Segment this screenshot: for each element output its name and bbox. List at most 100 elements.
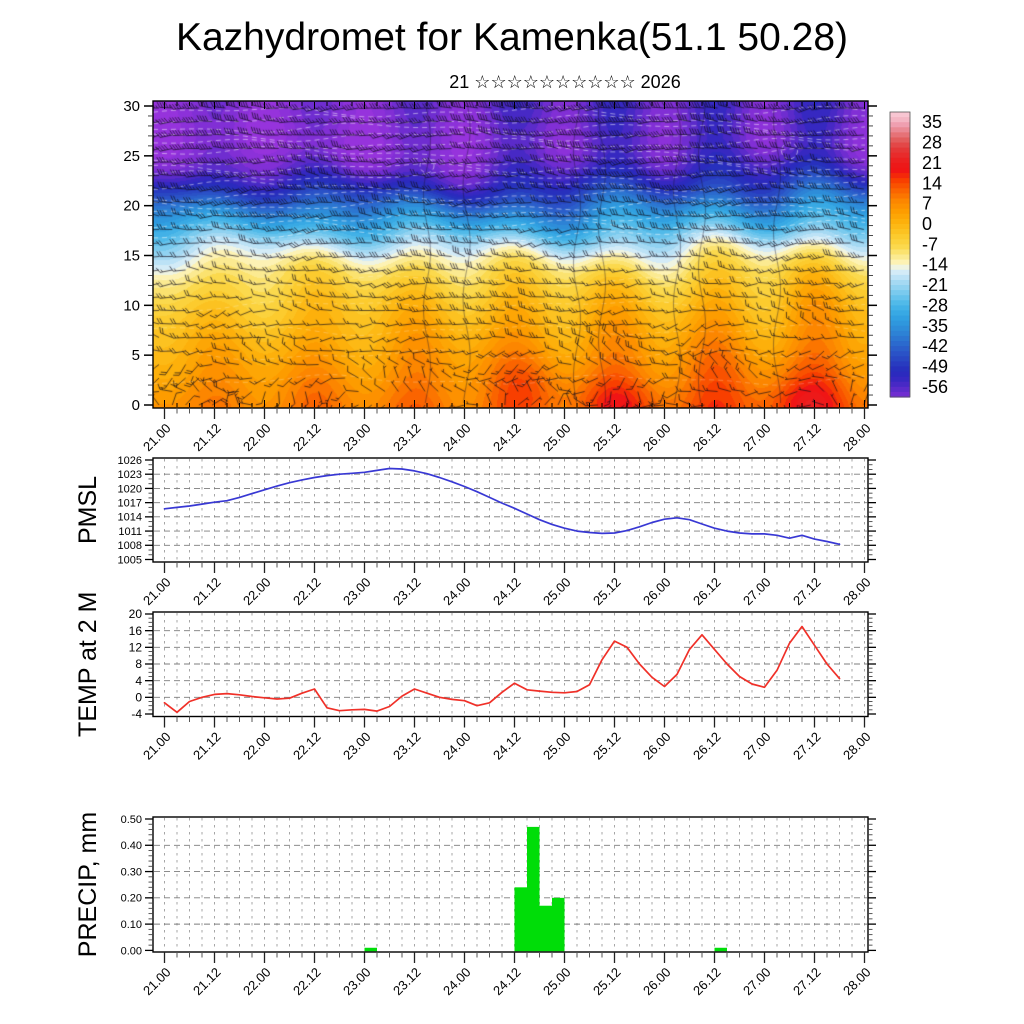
colorbar-segment bbox=[890, 244, 910, 251]
x-tick-label: 28.00 bbox=[840, 729, 874, 763]
colorbar-segment bbox=[890, 112, 910, 118]
panel-frame bbox=[152, 611, 869, 718]
x-tick-label: 26.12 bbox=[690, 575, 724, 609]
y-tick-label: 1026 bbox=[118, 455, 142, 467]
colorbar-segment bbox=[890, 162, 910, 169]
x-tick-label: 25.12 bbox=[590, 421, 624, 455]
x-tick-label: 26.00 bbox=[640, 421, 674, 455]
y-tick-label: 15 bbox=[123, 248, 140, 265]
wind-temperature-cross-section-canvas bbox=[153, 101, 868, 408]
temp2m-line bbox=[163, 625, 841, 714]
colorbar-tick-label: -56 bbox=[922, 377, 948, 397]
x-tick-label: 23.00 bbox=[340, 421, 374, 455]
y-tick-label: 20 bbox=[123, 198, 140, 215]
colorbar-segment bbox=[890, 234, 910, 240]
x-tick-label: 26.00 bbox=[640, 729, 674, 763]
colorbar-tick-label: -42 bbox=[922, 336, 948, 356]
colorbar-tick-label: -7 bbox=[922, 234, 938, 254]
colorbar-segment bbox=[890, 264, 910, 271]
colorbar-segment bbox=[890, 391, 910, 398]
panel-frame bbox=[152, 457, 869, 563]
y-tick-label: 1017 bbox=[118, 497, 142, 509]
x-tick-label: 21.00 bbox=[140, 575, 174, 609]
x-tick-label: 24.00 bbox=[440, 729, 474, 763]
colorbar-tick-label: 21 bbox=[922, 153, 942, 173]
x-tick-label: 25.00 bbox=[540, 421, 574, 455]
colorbar-segment bbox=[890, 249, 910, 256]
precip-bar bbox=[714, 947, 727, 952]
colorbar-segment bbox=[890, 127, 910, 133]
x-tick-label: 27.12 bbox=[790, 729, 824, 763]
x-tick-label: 23.12 bbox=[390, 729, 424, 763]
colorbar-segment bbox=[890, 305, 910, 312]
temp2m-axis-title: TEMP at 2 M bbox=[74, 592, 102, 737]
x-tick-label: 24.12 bbox=[490, 965, 524, 999]
x-tick-label: 23.12 bbox=[390, 421, 424, 455]
panel-frame bbox=[152, 100, 869, 409]
colorbar-segment bbox=[890, 300, 910, 306]
colorbar-segment bbox=[890, 279, 910, 286]
colorbar-segment bbox=[890, 117, 910, 123]
colorbar-segment bbox=[890, 371, 910, 378]
colorbar-segment bbox=[890, 356, 910, 362]
colorbar-segment bbox=[890, 137, 910, 144]
x-tick-label: 21.00 bbox=[140, 965, 174, 999]
colorbar-tick-label: 28 bbox=[922, 133, 942, 153]
colorbar-segment bbox=[890, 208, 910, 215]
x-tick-label: 27.00 bbox=[740, 965, 774, 999]
x-tick-label: 24.12 bbox=[490, 729, 524, 763]
colorbar-segment bbox=[890, 142, 910, 149]
colorbar-segment bbox=[890, 193, 910, 200]
x-tick-label: 22.12 bbox=[290, 421, 324, 455]
precip-axis-title: PRECIP, mm bbox=[74, 812, 102, 957]
colorbar-segment bbox=[890, 132, 910, 139]
x-tick-label: 22.12 bbox=[290, 575, 324, 609]
x-tick-label: 21.12 bbox=[190, 575, 224, 609]
x-tick-label: 21.00 bbox=[140, 421, 174, 455]
y-tick-label: 10 bbox=[123, 297, 140, 314]
page-title: Kazhydromet for Kamenka(51.1 50.28) bbox=[175, 16, 849, 59]
y-tick-label: 0.30 bbox=[121, 866, 142, 878]
x-tick-label: 27.12 bbox=[790, 575, 824, 609]
y-tick-label: 30 bbox=[123, 98, 140, 115]
x-tick-label: 23.00 bbox=[340, 729, 374, 763]
y-tick-label: 1008 bbox=[118, 540, 142, 552]
colorbar-segment bbox=[890, 229, 910, 235]
colorbar-segment bbox=[890, 290, 910, 296]
colorbar-segment bbox=[890, 188, 910, 195]
x-tick-label: 27.00 bbox=[740, 421, 774, 455]
colorbar-segment bbox=[890, 269, 910, 276]
y-tick-label: 20 bbox=[129, 607, 143, 621]
x-tick-label: 26.12 bbox=[690, 965, 724, 999]
x-tick-label: 22.00 bbox=[240, 421, 274, 455]
y-tick-label: 0.10 bbox=[121, 919, 142, 931]
y-tick-label: 5 bbox=[132, 347, 140, 364]
y-tick-label: 0 bbox=[132, 397, 140, 414]
x-tick-label: 28.00 bbox=[840, 965, 874, 999]
colorbar-tick-label: -14 bbox=[922, 255, 948, 275]
colorbar-segment bbox=[890, 203, 910, 210]
y-tick-label: 25 bbox=[123, 148, 140, 165]
y-tick-label: 1011 bbox=[118, 526, 142, 538]
y-tick-label: 1023 bbox=[118, 469, 142, 481]
y-tick-label: 1020 bbox=[118, 483, 142, 495]
colorbar-segment bbox=[890, 381, 910, 388]
y-tick-label: 0 bbox=[135, 691, 142, 705]
x-tick-label: 21.12 bbox=[190, 421, 224, 455]
x-tick-label: 22.12 bbox=[290, 729, 324, 763]
pmsl-line bbox=[163, 467, 841, 546]
colorbar-segment bbox=[890, 351, 910, 357]
x-tick-label: 27.12 bbox=[790, 965, 824, 999]
colorbar-segment bbox=[890, 285, 910, 291]
x-tick-label: 23.12 bbox=[390, 965, 424, 999]
y-tick-label: 4 bbox=[135, 674, 142, 688]
colorbar-segment bbox=[890, 198, 910, 205]
x-tick-label: 27.00 bbox=[740, 575, 774, 609]
y-tick-label: 16 bbox=[129, 624, 143, 638]
colorbar-segment bbox=[890, 386, 910, 393]
x-tick-label: 27.12 bbox=[790, 421, 824, 455]
precip-bar bbox=[539, 905, 552, 952]
colorbar-segment bbox=[890, 178, 910, 184]
colorbar-segment bbox=[890, 315, 910, 322]
